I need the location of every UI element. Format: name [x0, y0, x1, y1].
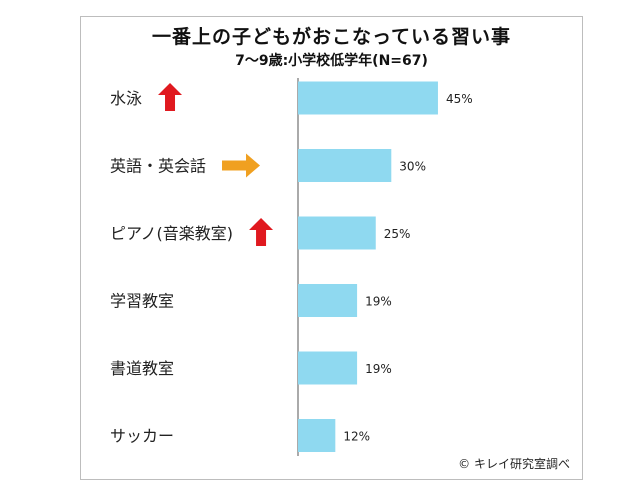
bar-0: [298, 81, 438, 115]
bar-3: [298, 284, 358, 317]
value-label-1: 30%: [399, 160, 426, 174]
category-label-4: 書道教室: [110, 359, 174, 378]
bar-2: [298, 216, 376, 250]
category-label-1: 英語・英会話: [110, 157, 206, 176]
category-label-5: サッカー: [110, 427, 174, 446]
value-label-4: 19%: [365, 362, 392, 376]
credit-text: © キレイ研究室調べ: [458, 457, 570, 471]
arrow-up-icon: [158, 83, 183, 111]
arrow-right-icon: [222, 153, 261, 178]
chart-title: 一番上の子どもがおこなっている習い事: [151, 26, 512, 48]
category-label-0: 水泳: [110, 89, 142, 108]
value-label-0: 45%: [446, 92, 473, 106]
category-label-2: ピアノ(音楽教室): [110, 224, 233, 243]
value-label-5: 12%: [343, 430, 370, 444]
value-label-2: 25%: [384, 227, 411, 241]
bar-4: [298, 351, 358, 385]
value-label-3: 19%: [365, 295, 392, 309]
arrow-up-icon: [249, 218, 274, 246]
chart-subtitle: 7〜9歳:小学校低学年(N=67): [235, 53, 428, 69]
category-label-3: 学習教室: [110, 292, 174, 311]
bar-1: [298, 149, 392, 182]
bar-5: [298, 419, 336, 452]
